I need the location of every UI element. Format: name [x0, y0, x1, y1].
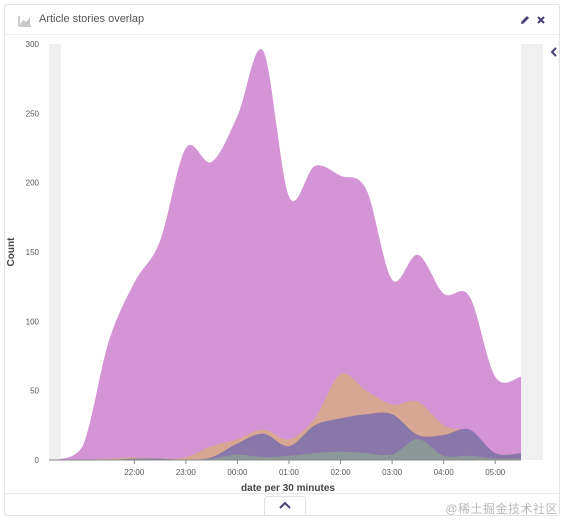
y-tick-label: 300 — [26, 40, 40, 49]
y-tick-label: 200 — [26, 179, 40, 188]
series-area-1[interactable] — [57, 49, 521, 460]
panel-header: Article stories overlap — [5, 5, 559, 35]
y-tick-label: 250 — [26, 109, 40, 118]
y-tick-label: 100 — [26, 317, 40, 326]
panel-title: Article stories overlap — [39, 13, 145, 25]
x-tick-label: 05:00 — [485, 468, 506, 477]
watermark: @稀土掘金技术社区 — [445, 502, 558, 516]
close-icon[interactable] — [535, 13, 547, 25]
y-tick-label: 50 — [30, 387, 39, 396]
x-tick-label: 01:00 — [279, 468, 300, 477]
x-tick-label: 04:00 — [434, 468, 455, 477]
series-area-4[interactable] — [57, 439, 521, 460]
x-tick-label: 23:00 — [176, 468, 197, 477]
chevron-up-icon[interactable] — [264, 496, 306, 515]
plot-background-right — [521, 44, 543, 460]
pencil-icon[interactable] — [519, 13, 531, 25]
visualization-panel: Article stories overlap 0 50 100 150 200 250 3… — [4, 4, 560, 516]
y-tick-label: 0 — [35, 456, 40, 465]
y-axis-label: Count — [6, 237, 17, 267]
x-tick-label: 22:00 — [124, 468, 145, 477]
x-axis-label: date per 30 minutes — [241, 483, 335, 492]
area-chart: 0 50 100 150 200 250 300 22:00 23:00 00:00 01:00 0… — [6, 40, 543, 494]
y-tick-label: 150 — [26, 248, 40, 257]
area-chart-icon — [18, 14, 32, 27]
chevron-left-icon[interactable] — [549, 41, 559, 63]
chart-area: 0 50 100 150 200 250 300 22:00 23:00 00:00 01:00 0… — [5, 36, 553, 497]
x-tick-label: 03:00 — [382, 468, 403, 477]
plot-background-left — [49, 44, 61, 460]
x-tick-label: 00:00 — [227, 468, 248, 477]
x-tick-label: 02:00 — [331, 468, 352, 477]
panel-footer — [5, 493, 559, 515]
